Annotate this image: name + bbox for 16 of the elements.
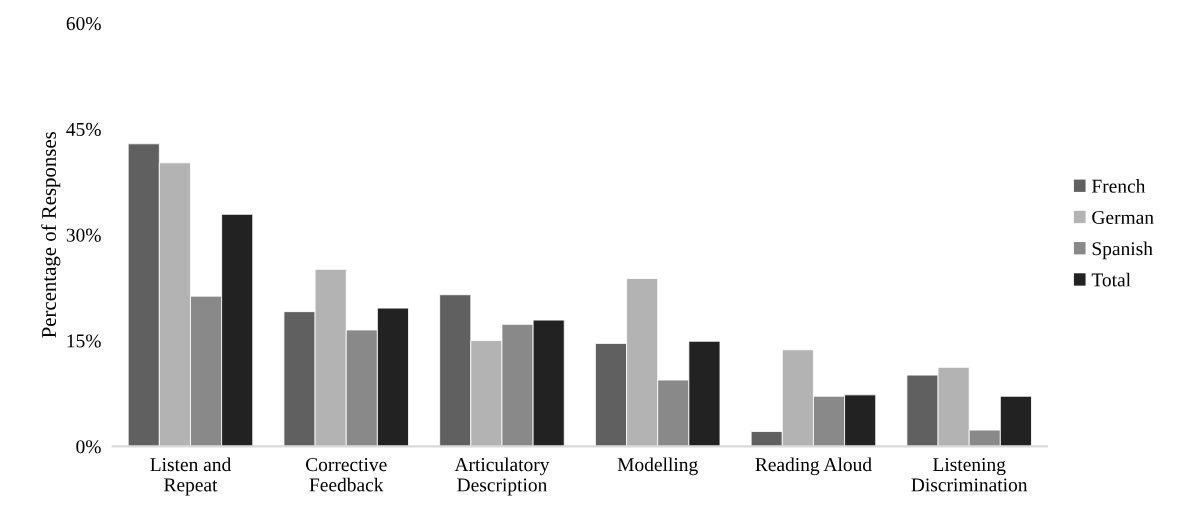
x-tick-label: Corrective Feedback bbox=[305, 458, 387, 492]
y-tick-label: 60% bbox=[66, 17, 101, 31]
x-tick-label: Reading Aloud bbox=[755, 457, 872, 476]
legend-label: French bbox=[1091, 179, 1146, 193]
y-tick-label: 30% bbox=[66, 228, 101, 242]
x-tick-label: Articulatory Description bbox=[454, 457, 550, 496]
legend-label: German bbox=[1092, 210, 1154, 225]
y-axis-title: Percentage of Responses bbox=[41, 131, 61, 338]
legend-label: Total bbox=[1091, 272, 1131, 287]
x-tick-label: Modelling bbox=[617, 457, 698, 476]
legend-label: Spanish bbox=[1092, 241, 1153, 260]
y-tick-label: 45% bbox=[66, 122, 101, 136]
y-tick-label: 0% bbox=[76, 440, 101, 454]
x-tick-label: Listen and Repeat bbox=[150, 457, 232, 496]
y-tick-label: 15% bbox=[67, 334, 101, 348]
x-tick-label: Listening Discrimination bbox=[911, 458, 1028, 492]
